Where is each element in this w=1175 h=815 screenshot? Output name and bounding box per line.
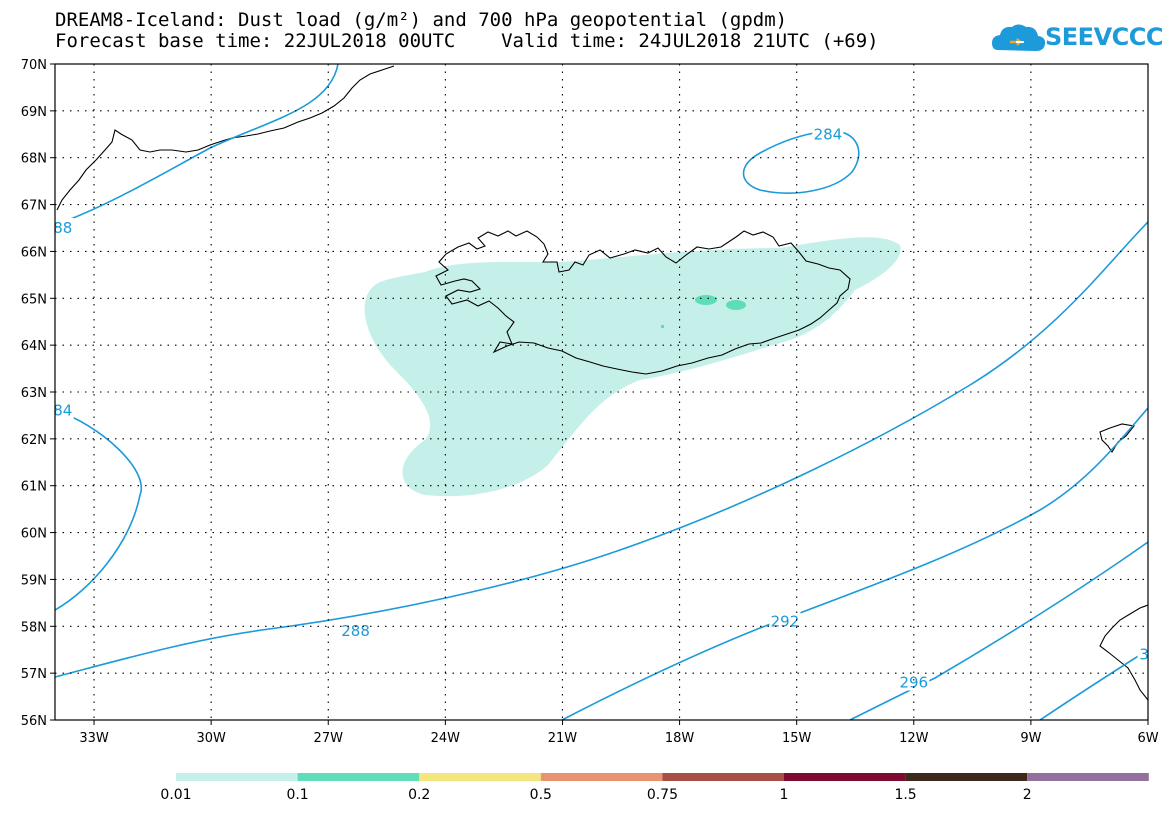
contour-label: 288 [341,622,370,640]
iceland-coastline [435,230,851,375]
lon-tick-label: 33W [79,731,109,746]
contour-label: 296 [899,674,928,692]
contour-label: 84 [53,402,72,420]
contour-288 [55,221,1148,678]
lon-tick-label: 27W [314,731,344,746]
lat-tick-label: 66N [21,245,47,260]
colorbar-label: 0.2 [408,787,430,803]
lon-tick-label: 6W [1137,731,1158,746]
gridlines [50,63,1149,725]
contour-292 [561,407,1148,720]
logo-text: SEEVCCC [1045,23,1164,51]
colorbar-swatch [905,773,1028,781]
cloud-icon [992,24,1046,51]
colorbar-label: 2 [1023,787,1032,803]
lat-tick-label: 61N [21,480,47,495]
contour-284-west [55,409,143,611]
lat-tick-label: 68N [21,152,47,167]
lat-tick-label: 64N [21,339,47,354]
colorbar-label: 0.5 [530,787,552,803]
colorbar-swatch [540,773,663,781]
colorbar: 0.01 0.1 0.2 0.5 0.75 1 1.5 2 [160,773,1149,803]
axis-labels: 33W 30W 27W 24W 21W 18W 15W 12W 9W 6W 56N 57N 58N 59N… [21,58,1159,746]
lon-tick-label: 24W [431,731,461,746]
contour-label: 3 [1139,645,1149,663]
colorbar-swatch [784,773,906,781]
lat-tick-label: 59N [21,573,47,588]
colorbar-label: 0.1 [286,787,308,803]
map-frame [54,63,1149,721]
contour-label-bg [340,620,372,639]
colorbar-label: 0.75 [647,787,678,803]
lon-tick-label: 18W [665,731,695,746]
contour-label-bg [812,124,844,143]
lon-tick-label: 30W [196,731,226,746]
contour-label-bg [51,218,74,236]
contour-label: 88 [53,219,72,237]
colorbar-swatch [1027,773,1149,781]
colorbar-swatch [297,773,420,781]
colorbar-swatch [176,773,298,781]
chart-title-line1: DREAM8-Iceland: Dust load (g/m²) and 700… [55,9,788,31]
contour-284-north [742,130,860,194]
faroe-islands-coastline [1099,423,1136,454]
contour-label-bg [898,672,930,691]
scotland-coastline [1099,604,1148,701]
colorbar-label: 0.01 [160,787,191,803]
lon-tick-label: 9W [1020,731,1041,746]
lat-tick-label: 58N [21,620,47,635]
contour-288-northwest [55,64,339,226]
contour-label: 292 [771,613,800,631]
colorbar-swatch [419,773,541,781]
contour-label-bg [769,611,801,630]
lat-tick-label: 70N [21,58,47,73]
lat-tick-label: 62N [21,433,47,448]
lat-tick-label: 57N [21,667,47,682]
colorbar-label: 1 [780,787,789,803]
dust-load-spot [695,295,717,305]
geopotential-contours [55,64,1148,720]
lat-tick-label: 56N [21,714,47,729]
contour-label-bg [51,400,74,419]
contour-label: 284 [814,125,843,143]
contour-labels: 284 88 84 288 292 296 3 [51,124,1151,692]
lat-tick-label: 60N [21,527,47,542]
dust-load-spot [726,300,746,310]
lon-tick-label: 21W [548,731,578,746]
lat-tick-label: 69N [21,105,47,120]
contour-296 [849,541,1148,720]
dust-load-spot [661,325,664,328]
contour-label-bg [1137,644,1151,663]
greenland-coastline [56,65,395,211]
colorbar-swatch [662,773,784,781]
lon-tick-label: 15W [782,731,812,746]
colorbar-label: 1.5 [894,787,916,803]
lat-tick-label: 67N [21,199,47,214]
dust-load-area [364,237,901,497]
lon-tick-label: 12W [899,731,929,746]
lat-tick-label: 65N [21,292,47,307]
lat-tick-label: 63N [21,386,47,401]
contour-300 [1039,649,1148,720]
chart-title-line2: Forecast base time: 22JUL2018 00UTC Vali… [55,30,879,52]
